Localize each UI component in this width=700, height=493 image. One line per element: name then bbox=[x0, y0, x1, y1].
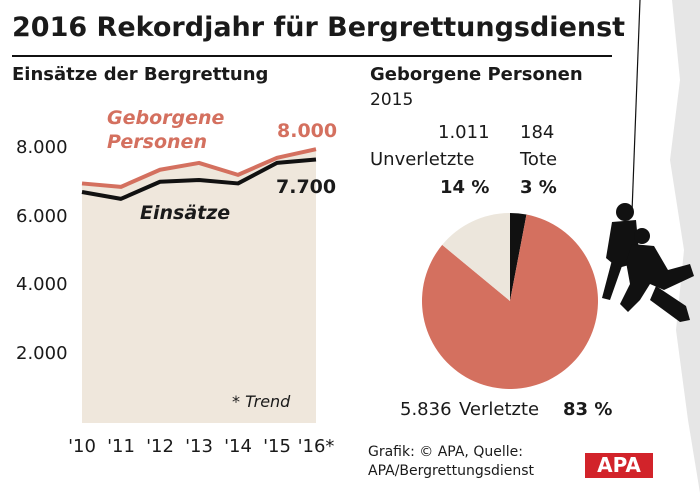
x-tick-label: '12 bbox=[146, 436, 174, 457]
annotation: * Trend bbox=[232, 392, 291, 411]
x-tick-label: '14 bbox=[224, 436, 252, 457]
line bbox=[81, 147, 317, 189]
category-label: Unverletzte bbox=[370, 149, 475, 170]
line bbox=[81, 157, 317, 201]
category-label: Tote bbox=[520, 149, 558, 170]
percent-label: 14 % bbox=[440, 177, 490, 198]
chart-title: Einsätze der Bergrettung bbox=[12, 64, 269, 85]
category-label: Verletzte bbox=[459, 399, 540, 420]
title: 2016 Rekordjahr für Bergrettungsdienst bbox=[12, 12, 626, 43]
y-tick-label: 6.000 bbox=[16, 205, 68, 227]
y-tick-label: 8.000 bbox=[16, 137, 68, 159]
pie-slice bbox=[422, 214, 598, 390]
rock bbox=[670, 0, 700, 493]
climber-silhouette bbox=[602, 203, 694, 322]
pie-slice bbox=[442, 213, 510, 301]
rope bbox=[631, 0, 641, 213]
x-tick-label: '16* bbox=[297, 436, 335, 457]
percent-label: 3 % bbox=[520, 177, 557, 198]
y-tick-label: 4.000 bbox=[16, 274, 68, 296]
value-label: 7.700 bbox=[276, 176, 337, 198]
count-label: 5.836 bbox=[400, 399, 452, 420]
count-label: 184 bbox=[520, 122, 555, 143]
count-label: 1.011 bbox=[438, 122, 490, 143]
series-label: Geborgene Personen bbox=[107, 107, 225, 153]
x-tick-label: '11 bbox=[107, 436, 135, 457]
logo-box bbox=[585, 453, 653, 478]
chart-subtitle: 2015 bbox=[370, 90, 414, 110]
x-tick-label: '13 bbox=[185, 436, 213, 457]
area bbox=[82, 149, 316, 423]
chart-title: Geborgene Personen bbox=[370, 64, 583, 85]
series-label: Einsätze bbox=[140, 202, 231, 224]
pie-slice bbox=[510, 213, 527, 301]
source: Grafik: © APA, Quelle: APA/Bergrettungsd… bbox=[368, 444, 535, 479]
y-tick-label: 2.000 bbox=[16, 342, 68, 364]
value-label: 8.000 bbox=[277, 120, 338, 142]
percent-label: 83 % bbox=[563, 399, 613, 420]
x-tick-label: '10 bbox=[68, 436, 96, 457]
x-tick-label: '15 bbox=[263, 436, 291, 457]
logo: APA bbox=[597, 453, 641, 477]
